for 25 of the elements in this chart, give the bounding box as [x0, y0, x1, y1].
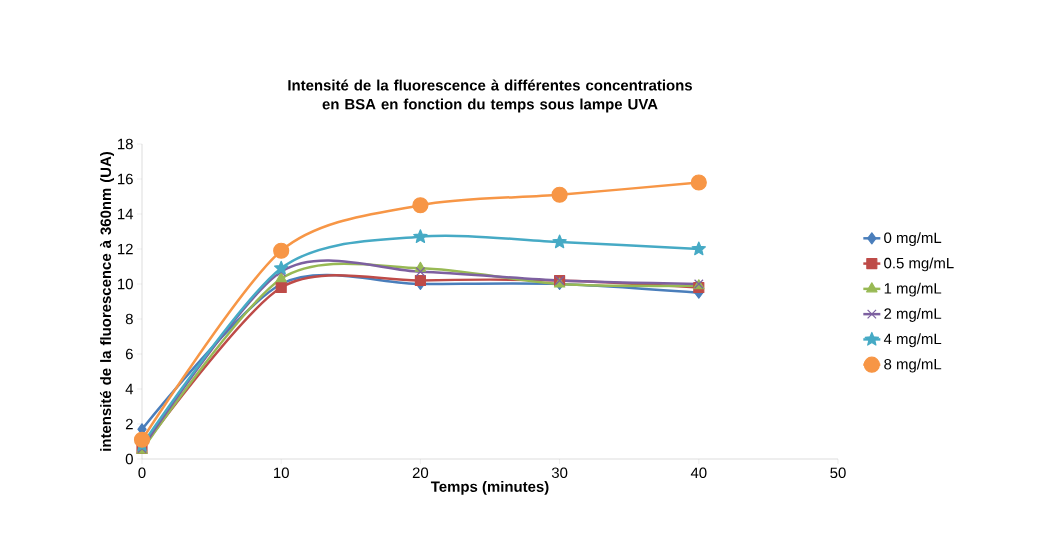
x-tick-label: 20 [412, 467, 429, 479]
legend-label: 0 mg/mL [884, 232, 942, 247]
x-axis-title: Temps (minutes) [430, 480, 549, 495]
x-tick-label: 0 [138, 467, 146, 479]
x-tick-label: 50 [830, 467, 846, 479]
y-tick-label: 2 [125, 418, 133, 430]
y-axis-title: intensité de la fluorescence à 360nm (UA) [99, 151, 115, 451]
legend-label: 2 mg/mL [884, 307, 942, 322]
chart-title: Intensité de la fluorescence à différentes concentrations en BSA en fonction du temps sous lampe UVA [288, 79, 692, 113]
y-tick-label: 0 [125, 453, 133, 465]
y-tick-label: 18 [118, 138, 133, 150]
legend-label: 4 mg/mL [883, 333, 942, 348]
y-tick-label: 10 [118, 278, 133, 290]
x-tick-label: 30 [551, 467, 568, 479]
legend-label: 1 mg/mL [884, 282, 942, 297]
x-tick-label: 40 [690, 467, 707, 479]
x-tick-label: 10 [274, 467, 289, 479]
y-tick-label: 14 [118, 208, 134, 220]
y-tick-label: 4 [125, 383, 134, 395]
y-tick-label: 16 [118, 173, 133, 185]
y-tick-label: 8 [125, 313, 133, 325]
y-tick-label: 12 [118, 243, 133, 255]
y-tick-label: 6 [125, 348, 133, 360]
legend-label: 0.5 mg/mL [884, 257, 954, 272]
legend-label: 8 mg/mL [884, 358, 942, 373]
